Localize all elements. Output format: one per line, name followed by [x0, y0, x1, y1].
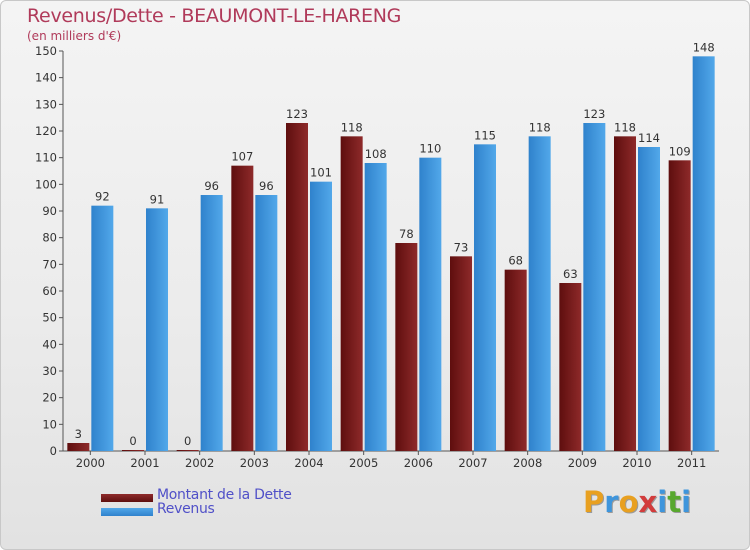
bar-revenus [310, 181, 332, 451]
x-tick-label: 2006 [404, 456, 433, 470]
bar-dette [231, 165, 254, 451]
data-label-revenus: 118 [529, 120, 551, 134]
bar-dette [122, 450, 144, 451]
data-label-dette: 0 [184, 434, 191, 448]
bar-revenus [91, 205, 114, 451]
bar-dette [176, 450, 199, 451]
legend-label-revenus: Revenus [157, 501, 215, 517]
bar-revenus [419, 157, 442, 451]
data-label-dette: 107 [231, 150, 253, 164]
bar-revenus [583, 123, 606, 451]
data-label-revenus: 92 [95, 190, 110, 204]
y-tick-label: 110 [35, 151, 57, 165]
logo-letter: i [657, 485, 668, 519]
data-label-dette: 118 [341, 120, 363, 134]
data-label-revenus: 115 [474, 128, 496, 142]
y-tick-label: 120 [35, 124, 57, 138]
data-label-revenus: 101 [310, 166, 332, 180]
bar-revenus [474, 144, 496, 452]
bar-dette [614, 136, 636, 452]
data-label-dette: 68 [508, 254, 523, 268]
bar-dette [450, 256, 472, 451]
data-label-dette: 123 [286, 107, 308, 121]
logo-letter: t [667, 485, 682, 519]
logo-letter: r [604, 485, 619, 519]
x-tick-label: 2003 [240, 456, 269, 470]
data-label-revenus: 108 [365, 147, 387, 161]
data-label-revenus: 96 [259, 179, 274, 193]
x-tick-label: 2000 [76, 456, 105, 470]
proxiti-logo: Proxiti [583, 485, 691, 519]
bar-revenus [255, 195, 278, 451]
y-tick-label: 50 [42, 311, 57, 325]
data-label-revenus: 91 [150, 192, 165, 206]
bar-dette [67, 443, 90, 451]
data-label-dette: 78 [399, 227, 414, 241]
data-label-dette: 73 [454, 240, 469, 254]
legend-label-debt: Montant de la Dette [157, 487, 292, 503]
data-label-dette: 118 [614, 120, 636, 134]
y-tick-label: 30 [42, 364, 57, 378]
data-label-dette: 63 [563, 267, 578, 281]
y-tick-label: 130 [35, 97, 57, 111]
chart-subtitle: (en milliers d'€) [27, 29, 122, 43]
bar-revenus [528, 136, 551, 452]
data-label-revenus: 114 [638, 131, 660, 145]
logo-letter: x [638, 485, 658, 519]
y-tick-label: 0 [50, 444, 57, 458]
data-label-revenus: 110 [419, 142, 441, 156]
chart-data-labels: 3920910961079612310111810878110731156811… [75, 40, 715, 448]
y-tick-label: 90 [42, 204, 57, 218]
data-label-revenus: 96 [204, 179, 219, 193]
y-tick-label: 80 [42, 231, 57, 245]
bar-dette [395, 243, 418, 451]
chart-bars [67, 56, 715, 452]
x-tick-label: 2011 [677, 456, 706, 470]
x-tick-label: 2007 [458, 456, 487, 470]
legend-swatch-debt [101, 494, 153, 502]
bar-revenus [200, 195, 223, 451]
x-tick-label: 2010 [622, 456, 651, 470]
data-label-revenus: 148 [693, 40, 715, 54]
y-tick-label: 70 [42, 257, 57, 271]
data-label-revenus: 123 [583, 107, 605, 121]
x-tick-label: 2005 [349, 456, 378, 470]
chart-axes: 0102030405060708090100110120130140150200… [35, 44, 719, 470]
y-tick-label: 140 [35, 71, 57, 85]
x-tick-label: 2008 [513, 456, 542, 470]
logo-letter: o [618, 485, 639, 519]
y-tick-label: 60 [42, 284, 57, 298]
bar-dette [504, 269, 527, 451]
y-tick-label: 40 [42, 337, 57, 351]
bar-dette [340, 136, 363, 452]
x-tick-label: 2002 [185, 456, 214, 470]
legend-swatch-revenus [101, 508, 153, 516]
bar-revenus [364, 163, 387, 451]
chart-title: Revenus/Dette - BEAUMONT-LE-HARENG [27, 5, 402, 27]
bar-dette [668, 160, 691, 452]
logo-letter: i [681, 485, 692, 519]
x-tick-label: 2009 [568, 456, 597, 470]
y-tick-label: 10 [42, 417, 57, 431]
bar-revenus [146, 208, 168, 451]
y-tick-label: 100 [35, 177, 57, 191]
x-tick-label: 2001 [130, 456, 159, 470]
bar-dette [559, 283, 582, 451]
y-tick-label: 20 [42, 391, 57, 405]
bar-revenus [638, 147, 660, 451]
data-label-dette: 109 [669, 144, 691, 158]
x-tick-label: 2004 [294, 456, 323, 470]
y-tick-label: 150 [35, 44, 57, 58]
data-label-dette: 0 [129, 434, 136, 448]
logo-letter: P [583, 485, 605, 519]
data-label-dette: 3 [75, 427, 82, 441]
bar-dette [286, 123, 308, 451]
bar-revenus [692, 56, 715, 451]
